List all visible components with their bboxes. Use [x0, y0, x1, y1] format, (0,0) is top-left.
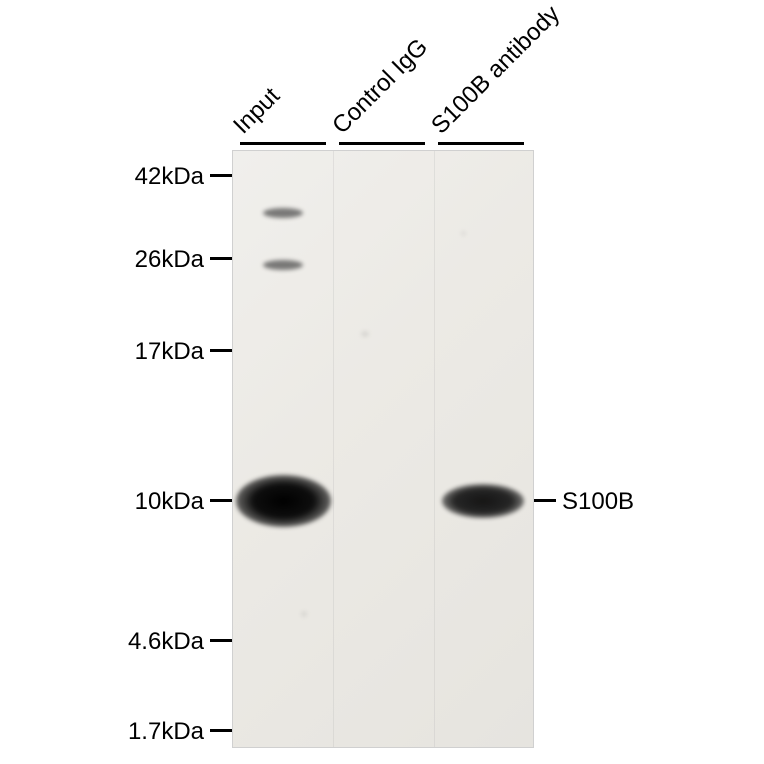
lane-underline-input — [240, 142, 326, 145]
mw-tick-10 — [210, 499, 232, 502]
mw-label-4p6: 4.6kDa — [128, 628, 204, 656]
lane-label-control-igg: Control IgG — [327, 33, 434, 140]
mw-tick-17 — [210, 349, 232, 352]
mw-tick-4p6 — [210, 639, 232, 642]
mw-label-10: 10kDa — [135, 488, 204, 516]
band-input-s100b — [236, 475, 331, 527]
blot-membrane — [232, 150, 534, 748]
noise-spot — [361, 331, 369, 337]
target-tick-s100b — [534, 499, 556, 502]
mw-tick-26 — [210, 257, 232, 260]
mw-label-17: 17kDa — [135, 338, 204, 366]
mw-tick-1p7 — [210, 729, 232, 732]
target-label-s100b: S100B — [562, 488, 634, 516]
mw-label-42: 42kDa — [135, 163, 204, 191]
lane-divider-1 — [333, 151, 334, 747]
band-input-upper-2 — [263, 260, 303, 270]
mw-tick-42 — [210, 174, 232, 177]
band-input-upper-1 — [263, 208, 303, 218]
lane-underline-s100b-ab — [438, 142, 524, 145]
band-s100b-ab-s100b — [442, 484, 524, 518]
noise-spot — [461, 231, 466, 236]
blot-background — [233, 151, 533, 747]
blot-figure: Input Control IgG S100B antibody 42kDa 2… — [0, 0, 764, 764]
lane-label-input: Input — [228, 82, 286, 140]
mw-label-26: 26kDa — [135, 246, 204, 274]
lane-label-s100b-ab: S100B antibody — [426, 0, 566, 140]
noise-spot — [301, 611, 307, 617]
lane-divider-2 — [434, 151, 435, 747]
lane-underline-control-igg — [339, 142, 425, 145]
mw-label-1p7: 1.7kDa — [128, 718, 204, 746]
